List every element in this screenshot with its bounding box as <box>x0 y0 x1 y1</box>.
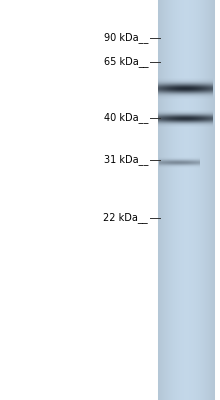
Text: 90 kDa__: 90 kDa__ <box>104 32 148 44</box>
Text: 31 kDa__: 31 kDa__ <box>104 154 148 166</box>
Text: 40 kDa__: 40 kDa__ <box>104 112 148 124</box>
Text: 65 kDa__: 65 kDa__ <box>103 56 148 68</box>
Text: 22 kDa__: 22 kDa__ <box>103 212 148 224</box>
